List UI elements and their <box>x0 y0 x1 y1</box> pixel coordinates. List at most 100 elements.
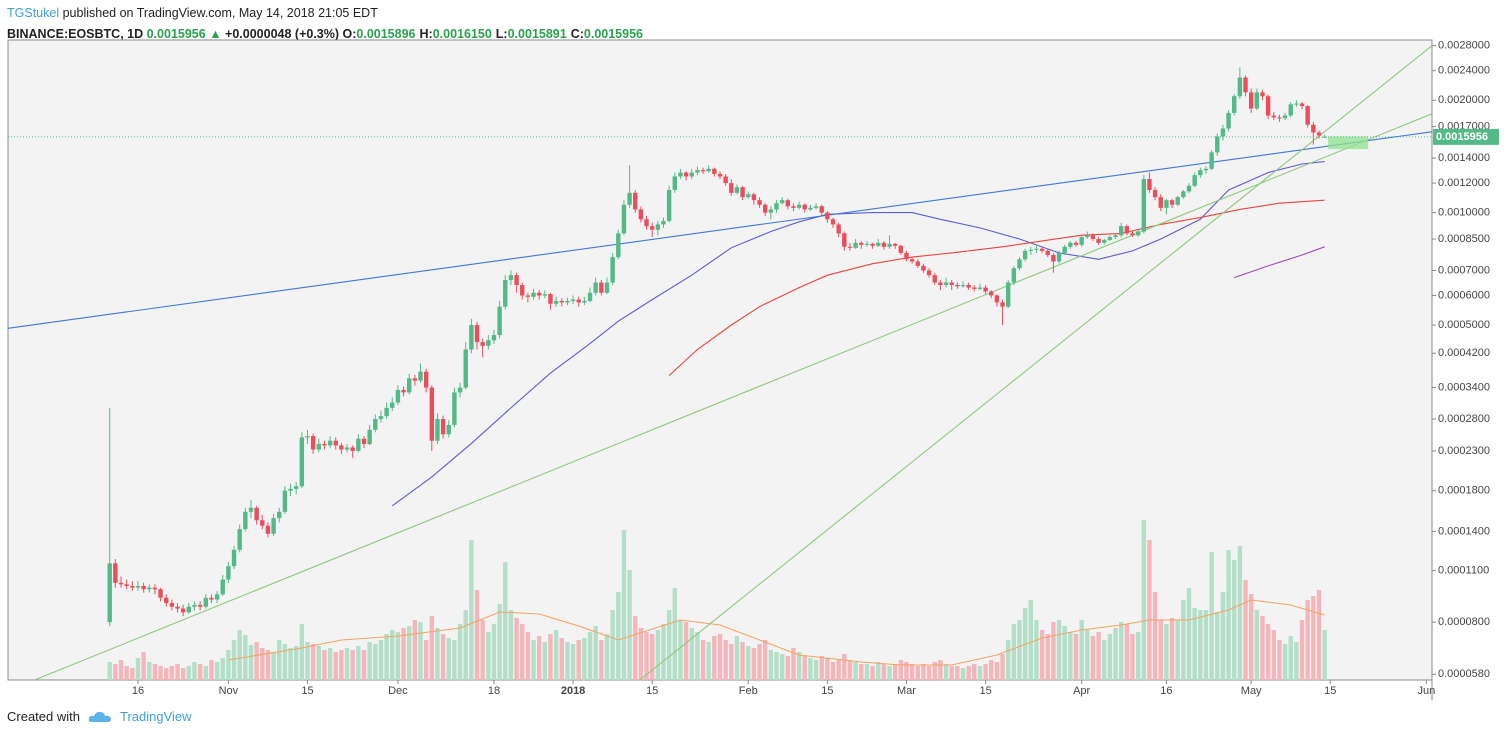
candle-body <box>1311 124 1316 133</box>
symbol: BINANCE:EOSBTC, 1D <box>7 27 144 41</box>
volume-bar <box>548 634 553 680</box>
volume-bar <box>1322 630 1327 680</box>
volume-bar <box>497 604 502 680</box>
volume-bar <box>130 668 135 680</box>
candle-body <box>305 436 310 438</box>
volume-bar <box>960 668 966 680</box>
ohlc-value: 0.0015896 <box>356 27 416 41</box>
candle-body <box>972 287 977 289</box>
volume-bar <box>706 642 711 680</box>
candle-body <box>1164 200 1169 208</box>
brand[interactable]: TradingView <box>119 709 192 724</box>
volume-bar <box>1107 634 1113 680</box>
candle-body <box>915 261 920 266</box>
x-tick-label: 16 <box>1160 685 1172 697</box>
candle-body <box>689 172 694 177</box>
volume-bar <box>197 664 203 680</box>
candle-body <box>859 242 864 245</box>
volume-bar <box>712 636 717 680</box>
y-tick-label: 0.0020000 <box>1438 94 1490 106</box>
candle-body <box>633 192 638 210</box>
candle-body <box>130 585 135 588</box>
candle-body <box>1068 242 1073 247</box>
candle-body <box>1254 92 1260 109</box>
author[interactable]: TGStukel <box>7 6 60 20</box>
candle-body <box>960 284 966 287</box>
volume-bar <box>282 644 288 680</box>
candle-body <box>226 566 231 580</box>
indicator-line <box>639 45 1432 680</box>
volume-bar <box>757 644 762 680</box>
volume-bar <box>1119 622 1124 680</box>
volume-bar <box>938 660 943 680</box>
indicator-line <box>391 161 1325 507</box>
candle-body <box>1011 268 1017 283</box>
volume-bar <box>689 628 694 680</box>
y-tick-label: 0.0000800 <box>1438 616 1490 628</box>
volume-bar <box>604 634 610 680</box>
volume-bar <box>847 660 853 680</box>
volume-bar <box>921 664 926 680</box>
candle-body <box>1051 255 1056 262</box>
volume-bar <box>683 622 689 680</box>
indicator-line <box>34 113 1432 680</box>
volume-bar <box>395 632 401 680</box>
candle-body <box>791 206 796 208</box>
volume-bar <box>1152 592 1158 680</box>
volume-bar <box>859 664 864 680</box>
volume-bar <box>972 664 977 680</box>
volume-bar <box>310 644 316 680</box>
candle-body <box>316 444 321 450</box>
volume-bar <box>1243 580 1248 680</box>
candle-body <box>870 243 875 246</box>
candle-body <box>248 507 254 512</box>
volume-bar <box>373 644 378 680</box>
candle-body <box>1039 248 1045 251</box>
candle-body <box>277 511 282 519</box>
candle-body <box>796 204 802 208</box>
volume-bar <box>661 624 666 680</box>
candle-body <box>740 187 745 198</box>
volume-bar <box>553 630 559 680</box>
ohlc: O:0.0015896 H:0.0016150 L:0.0015891 C:0.001… <box>343 27 647 41</box>
volume-bar <box>892 664 898 680</box>
change: +0.0000048 (+0.3%) <box>225 27 340 41</box>
x-tick-label: Jun <box>1417 685 1435 697</box>
volume-ma <box>228 599 1325 666</box>
volume-bar <box>785 656 791 680</box>
volume-bar <box>610 610 615 680</box>
candle-body <box>706 168 711 172</box>
candle-body <box>503 280 508 307</box>
volume-bar <box>180 668 186 680</box>
candle-body <box>480 342 485 346</box>
volume-bar <box>808 658 813 680</box>
volume-bar <box>836 660 841 680</box>
candle-body <box>497 306 502 336</box>
candle-body <box>1085 235 1090 238</box>
volume-bar <box>1073 634 1079 680</box>
volume-bar <box>412 620 418 680</box>
candle-body <box>1107 237 1113 240</box>
y-tick-label: 0.0024000 <box>1438 65 1490 77</box>
candle-body <box>570 299 576 301</box>
volume-bar <box>1090 636 1096 680</box>
candle-body <box>486 340 491 346</box>
volume-bar <box>480 620 485 680</box>
candle-body <box>152 587 158 590</box>
volume-bar <box>717 634 723 680</box>
volume-bar <box>570 644 576 680</box>
indicator-line <box>1234 246 1325 279</box>
candle-body <box>1135 231 1141 236</box>
candle-body <box>904 252 909 260</box>
volume-bar <box>1158 620 1163 680</box>
candle-body <box>1322 136 1327 138</box>
target-zone <box>1328 136 1369 150</box>
candle-body <box>214 594 220 600</box>
candle-body <box>536 292 542 296</box>
volume-bar <box>599 640 604 680</box>
volume-bar <box>763 640 768 680</box>
y-tick-label: 0.0001800 <box>1438 485 1490 497</box>
candle-body <box>644 219 649 227</box>
candle-body <box>231 549 237 567</box>
candle-body <box>938 282 943 285</box>
